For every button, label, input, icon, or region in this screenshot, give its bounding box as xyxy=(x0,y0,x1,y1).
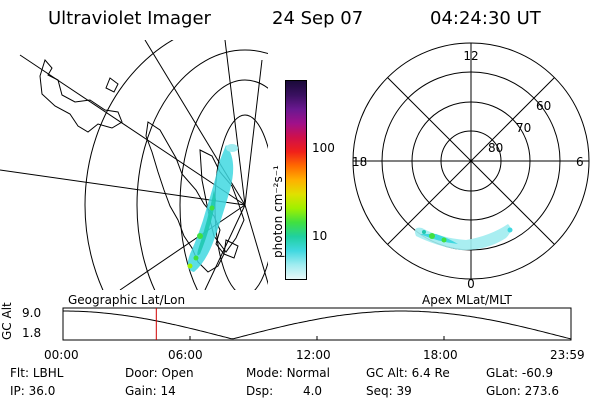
gain-value: 14 xyxy=(160,384,176,398)
seq-value: 39 xyxy=(396,384,412,398)
mlt-label-18: 18 xyxy=(352,155,367,169)
mlat-label-70: 70 xyxy=(516,121,531,135)
info-mode: Mode: Normal xyxy=(246,366,330,380)
info-gc-alt: GC Alt: 6.4 Re xyxy=(366,366,450,380)
timeline-xtick-1200: 12:00 xyxy=(296,348,331,362)
timeline-ytick-min: 1.8 xyxy=(22,326,42,340)
info-ip: IP: 36.0 xyxy=(10,384,56,398)
gc-alt-value: 6.4 Re xyxy=(411,366,450,380)
apex-label: Apex MLat/MLT xyxy=(422,293,512,307)
timeline-frame xyxy=(62,307,572,341)
colorbar-tick-100: 100 xyxy=(312,141,335,155)
latitude-circle xyxy=(179,79,268,290)
longitude-line xyxy=(119,204,246,290)
info-door: Door: Open xyxy=(125,366,194,380)
longitude-line xyxy=(244,59,263,206)
timeline-ylabel: GC Alt xyxy=(0,302,14,340)
info-gain: Gain: 14 xyxy=(125,384,176,398)
longitude-line xyxy=(244,204,268,285)
mode-value: Normal xyxy=(286,366,330,380)
geographic-label: Geographic Lat/Lon xyxy=(68,293,186,307)
coastline xyxy=(223,239,239,259)
observation-date: 24 Sep 07 xyxy=(272,8,364,29)
colorbar-gradient xyxy=(286,81,306,279)
latitude-circle xyxy=(84,40,174,290)
colorbar-tick-10: 10 xyxy=(312,229,328,243)
longitude-line xyxy=(224,40,246,206)
polar-mlt-map: 12 18 6 0 60 70 80 xyxy=(352,42,590,290)
latitude-circle xyxy=(136,49,268,290)
filter-value: LBHL xyxy=(32,366,64,380)
timeline-xtick-1800: 18:00 xyxy=(423,348,458,362)
info-glat: GLat: -60.9 xyxy=(486,366,553,380)
info-dsp: Dsp: 4.0 xyxy=(246,384,323,398)
info-filter: Flt: LBHL xyxy=(10,366,64,380)
geographic-map xyxy=(0,40,268,290)
altitude-curve xyxy=(63,310,572,340)
dsp-value: 4.0 xyxy=(302,384,323,398)
aurora-emission-left xyxy=(187,144,238,272)
instrument-title: Ultraviolet Imager xyxy=(48,8,211,29)
colorbar xyxy=(285,80,307,280)
longitude-line xyxy=(0,169,246,206)
door-value: Open xyxy=(161,366,194,380)
colorbar-unit-label: photon cm⁻²s⁻¹ xyxy=(271,165,285,258)
timeline-xtick-0000: 00:00 xyxy=(44,348,79,362)
aurora-emission-right xyxy=(414,224,513,251)
timeline-xtick-0600: 06:00 xyxy=(168,348,203,362)
observation-time: 04:24:30 UT xyxy=(430,8,541,29)
mlt-label-12: 12 xyxy=(463,49,478,63)
mlat-label-60: 60 xyxy=(536,99,551,113)
info-seq: Seq: 39 xyxy=(366,384,412,398)
mlt-line xyxy=(387,77,555,245)
glat-value: -60.9 xyxy=(521,366,553,380)
info-glon: GLon: 273.6 xyxy=(486,384,559,398)
mlt-label-0: 0 xyxy=(467,277,475,290)
mlat-label-80: 80 xyxy=(488,141,503,155)
coastline xyxy=(39,58,123,133)
timeline-ytick-max: 9.0 xyxy=(22,306,42,320)
timeline-xtick-2359: 23:59 xyxy=(550,348,585,362)
ip-value: 36.0 xyxy=(28,384,56,398)
coastline xyxy=(105,77,119,93)
mlt-label-6: 6 xyxy=(576,155,584,169)
altitude-timeline xyxy=(62,307,572,341)
coastline-south-america xyxy=(145,121,225,273)
glon-value: 273.6 xyxy=(524,384,559,398)
